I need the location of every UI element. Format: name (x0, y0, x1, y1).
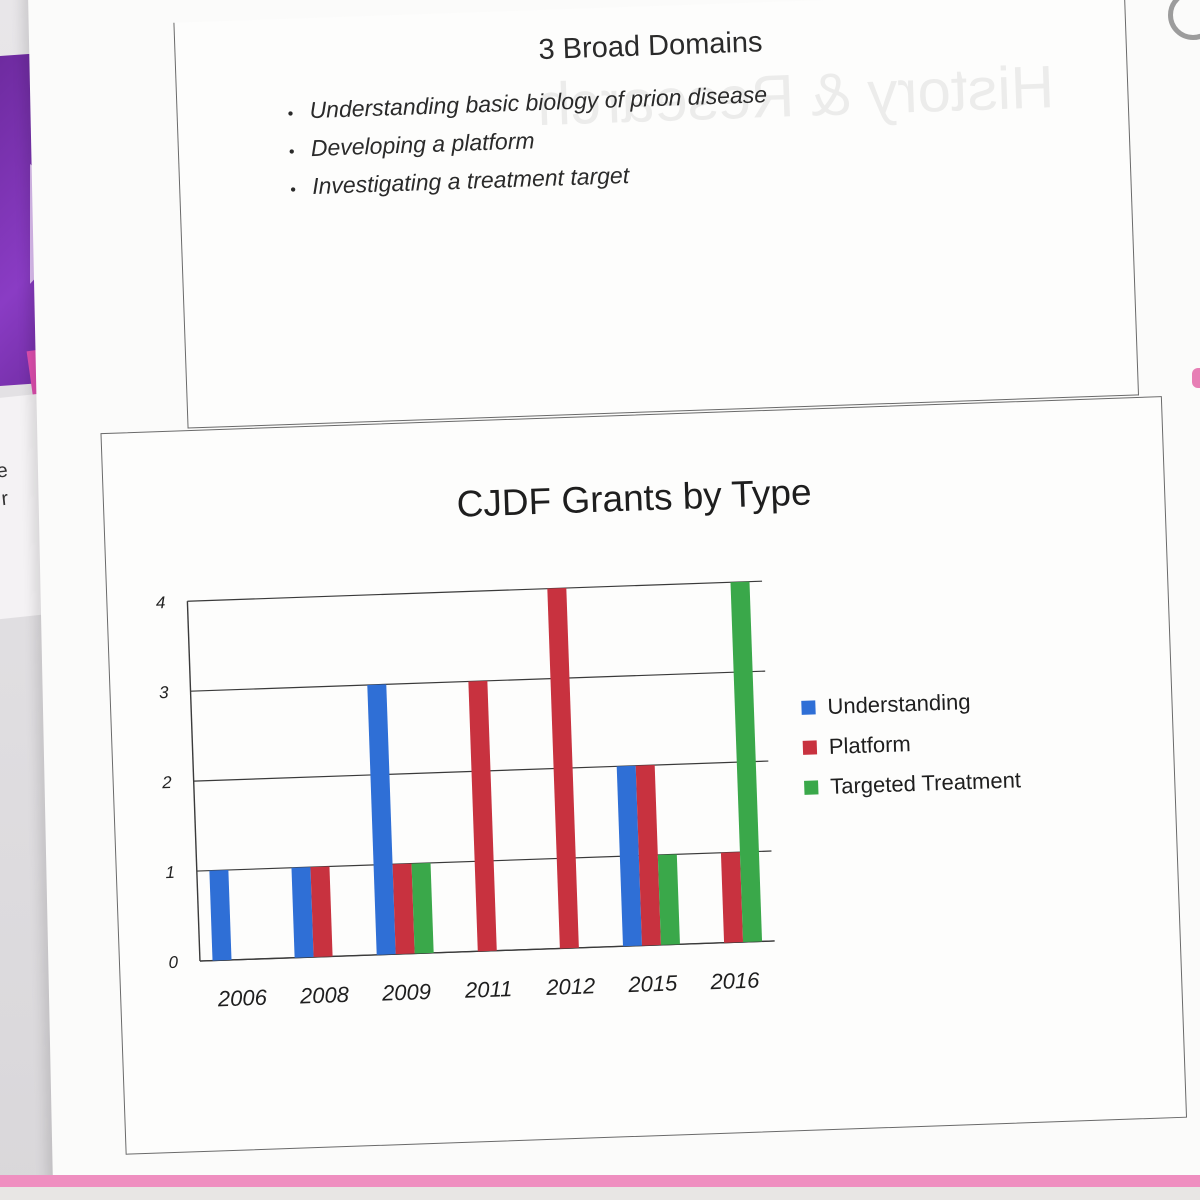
x-tick-label: 2009 (381, 979, 432, 1006)
bar (720, 852, 744, 943)
legend-label: Targeted Treatment (830, 767, 1022, 799)
y-axis (186, 601, 201, 962)
gridline (187, 580, 763, 602)
side-fragment-2: r (0, 487, 10, 511)
x-tick-label: 2008 (299, 982, 351, 1009)
slide-grants-chart: CJDF Grants by Type 0 1 2 3 4 2006 2008 2009 201… (100, 396, 1188, 1155)
bar (291, 867, 314, 958)
bar (411, 862, 434, 954)
bar (367, 684, 396, 955)
grants-bar-chart: 0 1 2 3 4 2006 2008 2009 2011 2012 2015 2016 Underst… (156, 580, 1022, 1012)
pink-page-edge (0, 1175, 1200, 1187)
bar (310, 866, 333, 958)
y-tick-label: 4 (156, 593, 166, 612)
x-tick-label: 2011 (464, 976, 513, 1003)
bar (209, 869, 232, 961)
binder-ring-icon (1168, 0, 1200, 40)
legend-swatch (804, 780, 819, 795)
bar (468, 680, 497, 952)
x-tick-label: 2006 (216, 985, 268, 1012)
y-tick-label: 2 (161, 773, 173, 792)
legend-swatch (802, 740, 818, 755)
y-tick-label: 1 (165, 863, 175, 882)
y-tick-label: 3 (159, 683, 170, 702)
legend-label: Understanding (827, 689, 971, 719)
gridline (190, 670, 766, 692)
pink-divider-tab (1192, 368, 1200, 388)
side-fragment-1: e (0, 459, 9, 483)
legend-swatch (801, 700, 816, 715)
bar (547, 588, 579, 949)
bar (392, 863, 415, 955)
bar (730, 581, 763, 943)
x-tick-label: 2015 (627, 970, 679, 997)
legend-label: Platform (828, 731, 911, 759)
x-tick-label: 2016 (709, 967, 761, 994)
bar (616, 765, 642, 947)
lower-page-edge (0, 1187, 1200, 1200)
domains-list: Understanding basic biology of prion dis… (287, 80, 770, 211)
slide-broad-domains: History & Research 3 Broad Domains Under… (173, 0, 1140, 429)
x-tick-label: 2012 (545, 973, 596, 1000)
y-tick-label: 0 (168, 953, 179, 972)
bar (657, 854, 680, 945)
bar (635, 765, 661, 946)
